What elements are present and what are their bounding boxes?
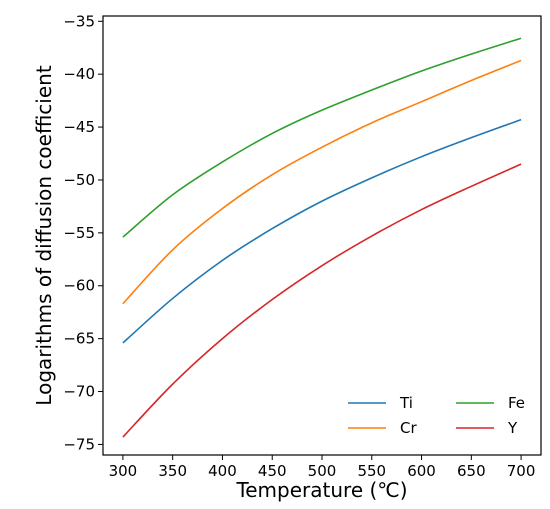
legend-label-y: Y — [507, 419, 518, 437]
x-tick-label: 500 — [308, 462, 337, 480]
series-line-y — [122, 163, 522, 438]
y-axis: −35 −40 −45 −50 −55 −60 −65 −70 −75 — [63, 12, 103, 453]
y-tick-label: −40 — [63, 65, 95, 83]
y-tick-label: −45 — [63, 118, 95, 136]
y-axis-label: Logarithms of diffusion coefficient — [32, 65, 56, 406]
legend-label-fe: Fe — [508, 394, 525, 412]
legend-label-ti: Ti — [399, 394, 413, 412]
legend: Ti Cr Fe Y — [348, 394, 525, 437]
x-tick-label: 600 — [407, 462, 436, 480]
y-tick-label: −65 — [63, 330, 95, 348]
y-tick-label: −50 — [63, 171, 95, 189]
y-tick-label: −60 — [63, 277, 95, 295]
x-tick-label: 650 — [457, 462, 486, 480]
x-tick-label: 400 — [208, 462, 237, 480]
legend-label-cr: Cr — [400, 419, 417, 437]
series-line-cr — [122, 59, 522, 305]
x-tick-label: 350 — [158, 462, 187, 480]
series-layer — [122, 37, 522, 438]
series-line-fe — [122, 37, 522, 238]
y-tick-label: −70 — [63, 383, 95, 401]
x-tick-label: 550 — [357, 462, 386, 480]
x-tick-label: 300 — [109, 462, 138, 480]
y-tick-label: −75 — [63, 435, 95, 453]
series-line-ti — [122, 118, 522, 344]
x-axis: 300 350 400 450 500 550 600 650 700 — [109, 455, 536, 480]
x-tick-label: 450 — [258, 462, 287, 480]
x-tick-label: 700 — [507, 462, 536, 480]
y-tick-label: −55 — [63, 224, 95, 242]
x-axis-label: Temperature (℃) — [235, 478, 407, 502]
y-tick-label: −35 — [63, 12, 95, 30]
